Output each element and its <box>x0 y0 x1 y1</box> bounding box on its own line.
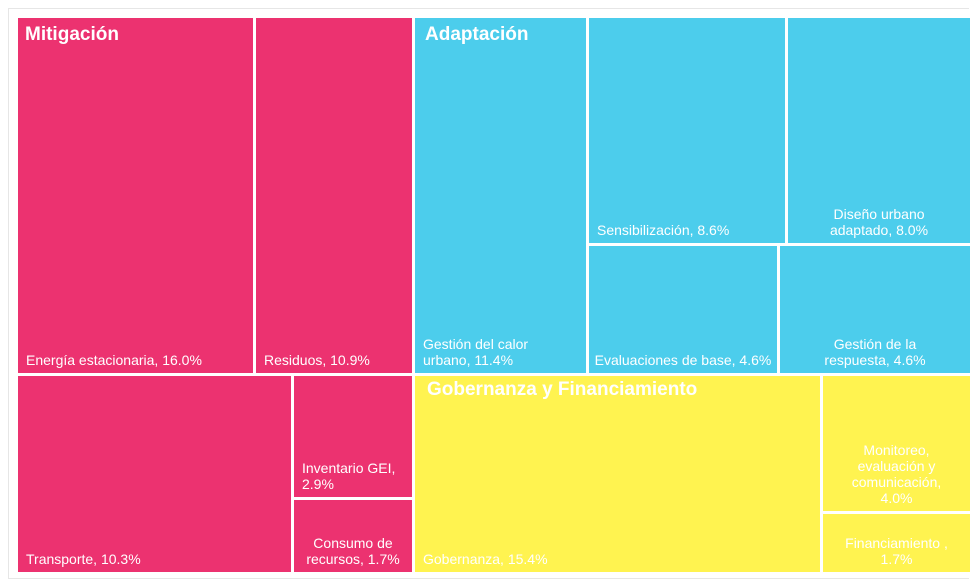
treemap-tile <box>294 376 412 497</box>
group-title: Mitigación <box>25 24 119 45</box>
treemap-tile <box>18 18 253 373</box>
tile-label: Diseño urbano adaptado, 8.0% <box>829 206 929 238</box>
group-title: Gobernanza y Financiamiento <box>427 379 698 400</box>
treemap-tile <box>294 500 412 572</box>
tile-label: Gestión de la respuesta, 4.6% <box>824 336 926 368</box>
treemap-tile <box>415 18 586 373</box>
treemap-tile <box>589 18 785 243</box>
tile-label: Monitoreo, evaluación y comunicación, 4.… <box>851 442 942 506</box>
group-title: Adaptación <box>425 24 529 45</box>
treemap-tile <box>823 514 970 572</box>
tile-label: Financiamiento , 1.7% <box>845 535 948 567</box>
tile-label: Sensibilización, 8.6% <box>597 222 730 238</box>
tile-label: Consumo de recursos, 1.7% <box>306 535 400 567</box>
tile-label: Evaluaciones de base, 4.6% <box>594 352 772 368</box>
treemap-tile <box>18 376 291 572</box>
treemap-tile <box>788 18 970 243</box>
tile-label: Transporte, 10.3% <box>26 551 141 567</box>
treemap-tile <box>823 376 970 511</box>
tile-label: Energía estacionaria, 16.0% <box>26 352 202 368</box>
treemap-tile <box>780 246 970 373</box>
tile-label: Gobernanza, 15.4% <box>423 551 548 567</box>
tile-label: Inventario GEI, 2.9% <box>302 460 396 492</box>
tile-label: Residuos, 10.9% <box>264 352 370 368</box>
treemap-tile <box>256 18 412 373</box>
chart-frame <box>8 8 969 579</box>
treemap-tile <box>415 376 820 572</box>
tile-label: Gestión del calor urbano, 11.4% <box>423 336 529 368</box>
treemap-tile <box>589 246 777 373</box>
